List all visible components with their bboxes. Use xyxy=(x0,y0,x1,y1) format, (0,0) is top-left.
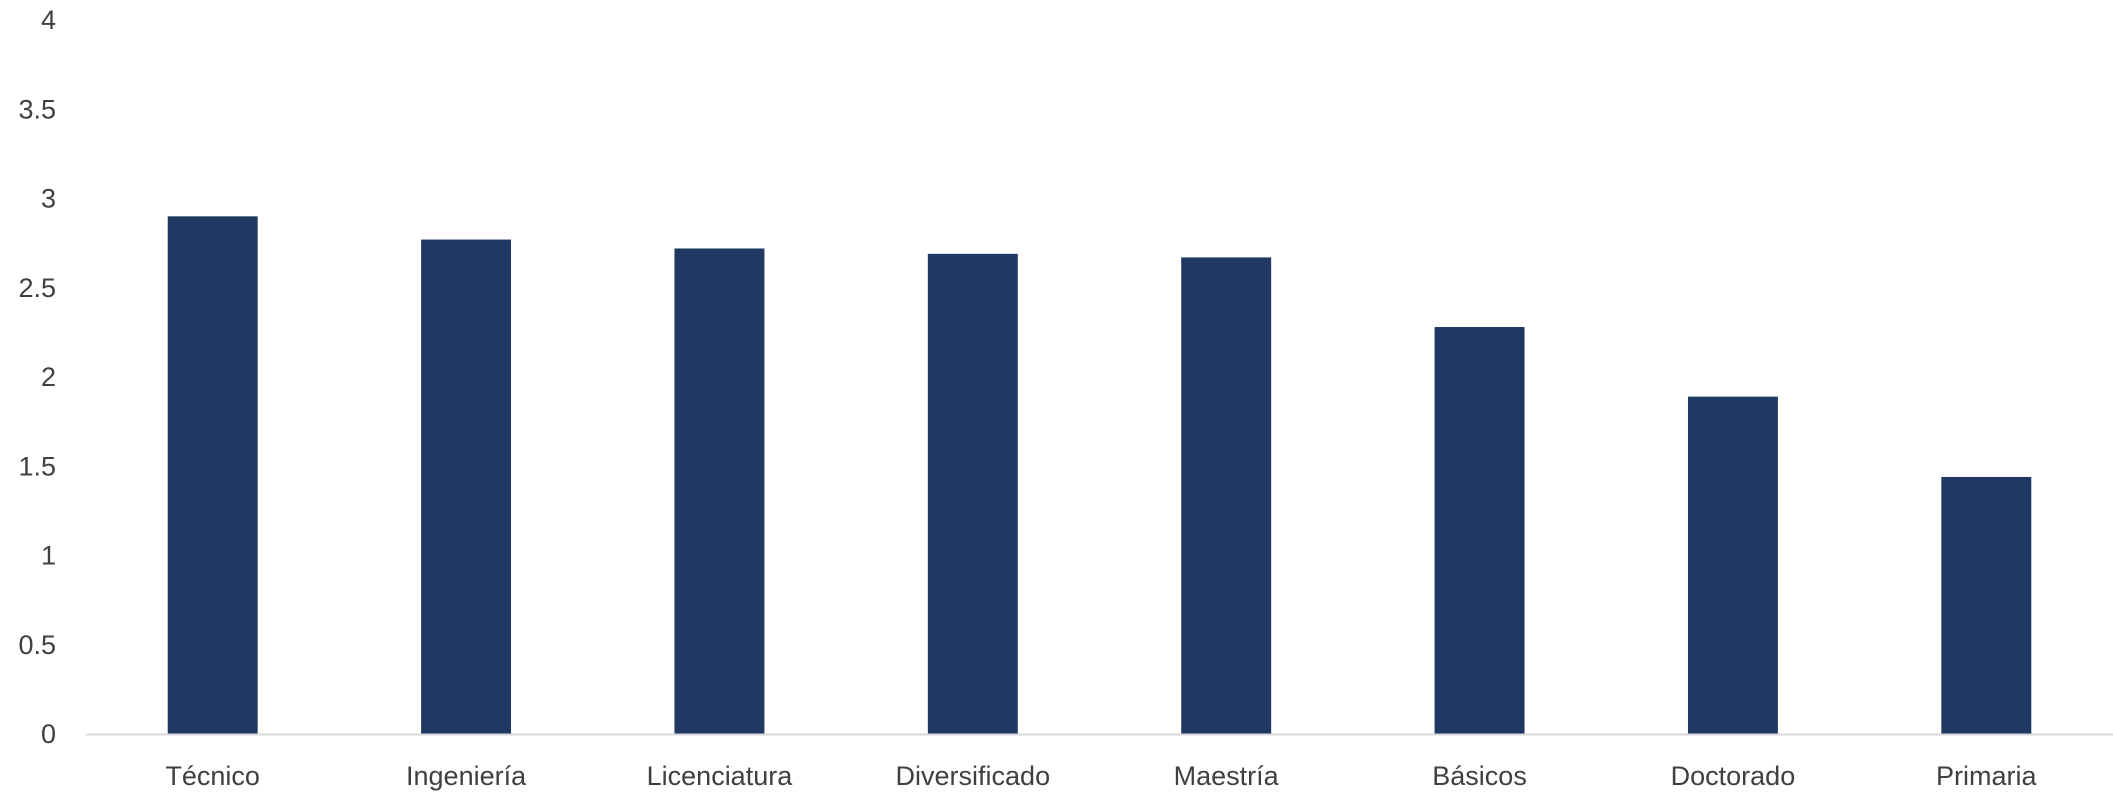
bar xyxy=(1687,396,1778,734)
bars-group xyxy=(167,216,2032,735)
bar xyxy=(1941,476,2032,734)
x-tick-label: Maestría xyxy=(1174,761,1280,791)
y-tick-label: 2 xyxy=(41,362,56,392)
y-tick-label: 3.5 xyxy=(18,94,56,124)
y-tick-label: 4 xyxy=(41,5,56,35)
bar xyxy=(1181,257,1272,734)
x-tick-label: Primaria xyxy=(1936,761,2037,791)
bar xyxy=(167,216,258,735)
y-axis-ticks: 0 0.5 1 1.5 2 2.5 3 3.5 4 xyxy=(18,5,56,749)
y-tick-label: 3 xyxy=(41,184,56,214)
y-tick-label: 0 xyxy=(41,719,56,749)
x-tick-label: Diversificado xyxy=(896,761,1051,791)
bar xyxy=(674,248,765,735)
y-tick-label: 1.5 xyxy=(18,451,56,481)
x-tick-label: Ingeniería xyxy=(406,761,527,791)
x-axis-ticks: Técnico Ingeniería Licenciatura Diversifica… xyxy=(165,761,2037,791)
y-tick-label: 0.5 xyxy=(18,630,56,660)
bar xyxy=(1434,327,1525,734)
x-tick-label: Doctorado xyxy=(1671,761,1796,791)
bar xyxy=(421,239,512,734)
y-tick-label: 1 xyxy=(41,541,56,571)
y-tick-label: 2.5 xyxy=(18,273,56,303)
bar xyxy=(927,253,1018,734)
x-tick-label: Licenciatura xyxy=(647,761,794,791)
x-tick-label: Técnico xyxy=(165,761,260,791)
x-tick-label: Básicos xyxy=(1432,761,1527,791)
